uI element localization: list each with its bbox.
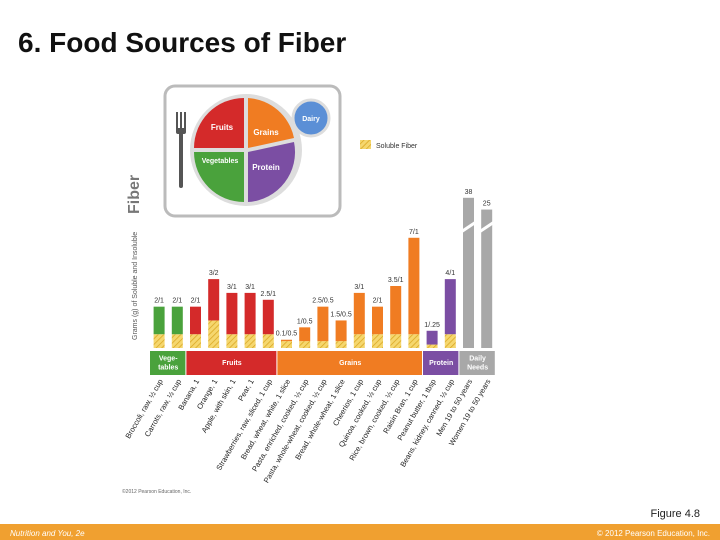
bar-insoluble [426,330,438,345]
bar-insoluble [390,286,402,335]
y-axis-label-emphasis: Fiber [126,175,143,214]
value-label: 7/1 [409,229,419,236]
group-band [459,351,495,375]
value-label: 3/1 [245,284,255,291]
group-band [277,351,422,375]
bar-soluble [390,334,402,348]
plate-protein [248,142,296,202]
footer-left: Nutrition and You, 2e [10,529,85,538]
legend-label: Soluble Fiber [376,143,418,150]
bar-soluble [335,341,347,348]
bar-insoluble [408,237,420,335]
plate-grains [248,98,294,148]
value-label: 4/1 [445,270,455,277]
bar-soluble [408,334,420,348]
bar-soluble [226,334,238,348]
value-label: 3/2 [209,270,219,277]
value-label: 2/1 [154,298,164,305]
bar-insoluble [171,306,183,335]
bar-soluble [153,334,165,348]
value-label: 3/1 [227,284,237,291]
bar-soluble [244,334,256,348]
bar-insoluble [226,292,238,335]
bar-insoluble [444,279,456,335]
value-label: 2.5/0.5 [312,298,334,305]
value-label: 38 [465,189,473,196]
bar-soluble [190,334,201,348]
bar-soluble [299,341,311,348]
bar-insoluble [262,299,274,335]
value-label: 3.5/1 [388,277,404,284]
bar-insoluble [335,320,347,342]
bar-soluble [208,320,220,348]
y-axis-label: Grams (g) of Soluble and Insoluble [132,232,139,340]
plate-label: Protein [252,163,280,172]
bar-insoluble [153,306,165,335]
bar-soluble [281,341,292,348]
group-label: tables [158,364,178,371]
value-label: 2/1 [191,298,201,305]
group-label: Needs [467,364,488,371]
value-label: 2.5/1 [261,291,277,298]
group-label: Protein [429,360,453,367]
footer-right: © 2012 Pearson Education, Inc. [597,529,710,538]
plate-label: Fruits [211,123,234,132]
bar-insoluble [481,209,493,348]
group-label: Vege- [159,355,178,362]
bar-soluble [426,344,438,348]
value-label: 1/0.5 [297,318,313,325]
bar-soluble [262,334,274,348]
bar-insoluble [190,306,201,335]
group-band [150,351,186,375]
bar-soluble [353,334,365,348]
fork [176,112,186,188]
group-label: Fruits [222,360,242,367]
group-band [423,351,459,375]
plate-fruits [194,98,244,148]
plate-label: Dairy [302,116,320,123]
legend-swatch [360,140,371,149]
slide-title: 6. Food Sources of Fiber [18,27,346,58]
plate-vegetables [194,152,244,202]
axis-break [460,220,477,234]
bar-soluble [317,341,329,348]
value-label: 25 [483,201,491,208]
figure-credit: ©2012 Pearson Education, Inc. [122,488,191,495]
value-label: 1.5/0.5 [330,311,352,318]
bar-soluble [171,334,183,348]
footer-bar [0,524,720,540]
value-label: 2/1 [172,298,182,305]
bar-insoluble [372,306,383,335]
bar-insoluble [353,292,365,335]
plate-label: Grains [253,128,279,137]
axis-break [478,220,496,234]
bar-insoluble [299,327,311,342]
group-label: Daily [469,355,486,362]
group-label: Grains [339,360,361,367]
plate-dairy [291,98,331,138]
bar-soluble [372,334,383,348]
plate-label: Vegetables [202,158,239,165]
bar-insoluble [463,197,474,348]
group-band [186,351,277,375]
bar-insoluble [208,279,220,321]
value-label: 0.1/0.5 [276,331,298,338]
figure-label: Figure 4.8 [650,508,700,520]
value-label: 2/1 [373,298,383,305]
bar-soluble [444,334,456,348]
value-label: 3/1 [354,284,364,291]
value-label: 1/.25 [424,322,440,329]
bar-insoluble [317,306,329,342]
bar-insoluble [244,292,256,335]
bar-insoluble [281,339,292,342]
